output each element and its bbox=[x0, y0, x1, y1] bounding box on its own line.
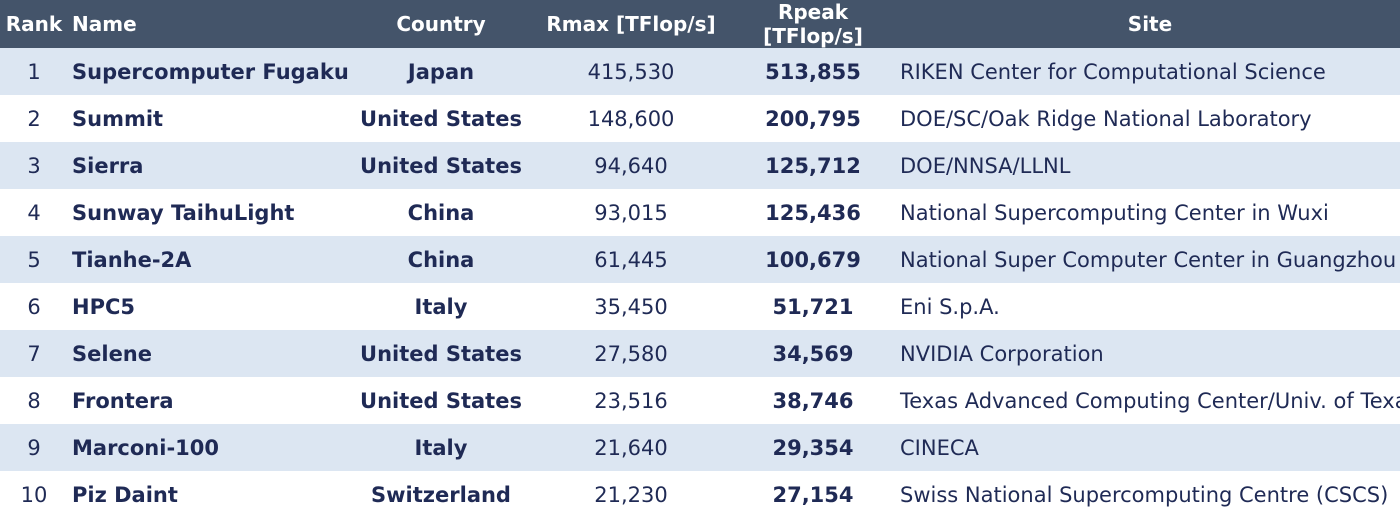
country-cell: United States bbox=[360, 106, 522, 131]
rpeak-cell: 29,354 bbox=[772, 435, 854, 460]
table-row: 4 Sunway TaihuLight China 93,015 125,436 Nati… bbox=[0, 189, 1400, 236]
name-cell: Summit bbox=[72, 106, 164, 131]
rmax-cell: 27,580 bbox=[594, 341, 668, 366]
rank-cell: 9 bbox=[27, 435, 41, 460]
rpeak-cell: 513,855 bbox=[765, 59, 861, 84]
table-row: 3 Sierra United States 94,640 125,712 DOE/NNS… bbox=[0, 142, 1400, 189]
rank-cell: 10 bbox=[20, 482, 48, 507]
rmax-cell: 21,640 bbox=[594, 435, 668, 460]
rmax-cell: 94,640 bbox=[594, 153, 668, 178]
name-cell: Piz Daint bbox=[72, 482, 178, 507]
country-cell: United States bbox=[360, 153, 522, 178]
rpeak-cell: 27,154 bbox=[772, 482, 854, 507]
rank-cell: 3 bbox=[27, 153, 41, 178]
header-site: Site bbox=[1127, 12, 1173, 36]
rmax-cell: 61,445 bbox=[594, 247, 668, 272]
rank-cell: 4 bbox=[27, 200, 41, 225]
rank-cell: 7 bbox=[27, 341, 41, 366]
rpeak-cell: 51,721 bbox=[772, 294, 854, 319]
table-row: 8 Frontera United States 23,516 38,746 Texas … bbox=[0, 377, 1400, 424]
rmax-cell: 415,530 bbox=[587, 59, 675, 84]
site-cell: DOE/SC/Oak Ridge National Laboratory bbox=[900, 106, 1312, 131]
header-country: Country bbox=[396, 12, 486, 36]
country-cell: Italy bbox=[414, 294, 468, 319]
rmax-cell: 21,230 bbox=[594, 482, 668, 507]
country-cell: Japan bbox=[407, 59, 475, 84]
rpeak-cell: 100,679 bbox=[765, 247, 861, 272]
header-rmax: Rmax [TFlop/s] bbox=[546, 12, 716, 36]
rank-cell: 5 bbox=[27, 247, 41, 272]
country-cell: United States bbox=[360, 388, 522, 413]
name-cell: Sunway TaihuLight bbox=[72, 200, 295, 225]
name-cell: Sierra bbox=[72, 153, 144, 178]
table-row: 7 Selene United States 27,580 34,569 NVIDIA C… bbox=[0, 330, 1400, 377]
rank-cell: 8 bbox=[27, 388, 41, 413]
rmax-cell: 148,600 bbox=[587, 106, 675, 131]
rank-cell: 2 bbox=[27, 106, 41, 131]
table-row: 5 Tianhe-2A China 61,445 100,679 National Sup… bbox=[0, 236, 1400, 283]
rpeak-cell: 34,569 bbox=[772, 341, 854, 366]
name-cell: Supercomputer Fugaku bbox=[72, 59, 349, 84]
table-row: 2 Summit United States 148,600 200,795 DOE/SC… bbox=[0, 95, 1400, 142]
header-rpeak: Rpeak [TFlop/s] bbox=[763, 0, 863, 48]
country-cell: China bbox=[407, 200, 475, 225]
site-cell: Swiss National Supercomputing Centre (CS… bbox=[900, 482, 1389, 507]
header-row: Rank Name Country Rmax [TFlop/s] Rpeak [… bbox=[0, 0, 1400, 48]
rpeak-cell: 125,436 bbox=[765, 200, 861, 225]
site-cell: CINECA bbox=[900, 435, 979, 460]
header-name: Name bbox=[72, 12, 137, 36]
country-cell: United States bbox=[360, 341, 522, 366]
rpeak-cell: 38,746 bbox=[772, 388, 854, 413]
table-body: 1 Supercomputer Fugaku Japan 415,530 513,855… bbox=[0, 48, 1400, 518]
table-row: 6 HPC5 Italy 35,450 51,721 Eni S.p.A. bbox=[0, 283, 1400, 330]
site-cell: Texas Advanced Computing Center/Univ. of… bbox=[900, 388, 1400, 413]
site-cell: NVIDIA Corporation bbox=[900, 341, 1104, 366]
site-cell: Eni S.p.A. bbox=[900, 294, 1000, 319]
name-cell: Selene bbox=[72, 341, 153, 366]
rank-cell: 1 bbox=[27, 59, 41, 84]
site-cell: RIKEN Center for Computational Science bbox=[900, 59, 1326, 84]
rank-cell: 6 bbox=[27, 294, 41, 319]
site-cell: DOE/NNSA/LLNL bbox=[900, 153, 1071, 178]
table-row: 10 Piz Daint Switzerland 21,230 27,154 Swiss … bbox=[0, 471, 1400, 518]
header-rank: Rank bbox=[5, 12, 63, 36]
rmax-cell: 23,516 bbox=[594, 388, 668, 413]
rpeak-cell: 200,795 bbox=[765, 106, 861, 131]
country-cell: Switzerland bbox=[371, 482, 511, 507]
site-cell: National Supercomputing Center in Wuxi bbox=[900, 200, 1329, 225]
table-row: 1 Supercomputer Fugaku Japan 415,530 513,855… bbox=[0, 48, 1400, 95]
name-cell: Frontera bbox=[72, 388, 174, 413]
country-cell: China bbox=[407, 247, 475, 272]
name-cell: HPC5 bbox=[72, 294, 135, 319]
name-cell: Marconi-100 bbox=[72, 435, 219, 460]
rmax-cell: 35,450 bbox=[594, 294, 668, 319]
site-cell: National Super Computer Center in Guangz… bbox=[900, 247, 1397, 272]
country-cell: Italy bbox=[414, 435, 468, 460]
table-row: 9 Marconi-100 Italy 21,640 29,354 CINECA bbox=[0, 424, 1400, 471]
name-cell: Tianhe-2A bbox=[72, 247, 192, 272]
rpeak-cell: 125,712 bbox=[765, 153, 861, 178]
rmax-cell: 93,015 bbox=[594, 200, 668, 225]
